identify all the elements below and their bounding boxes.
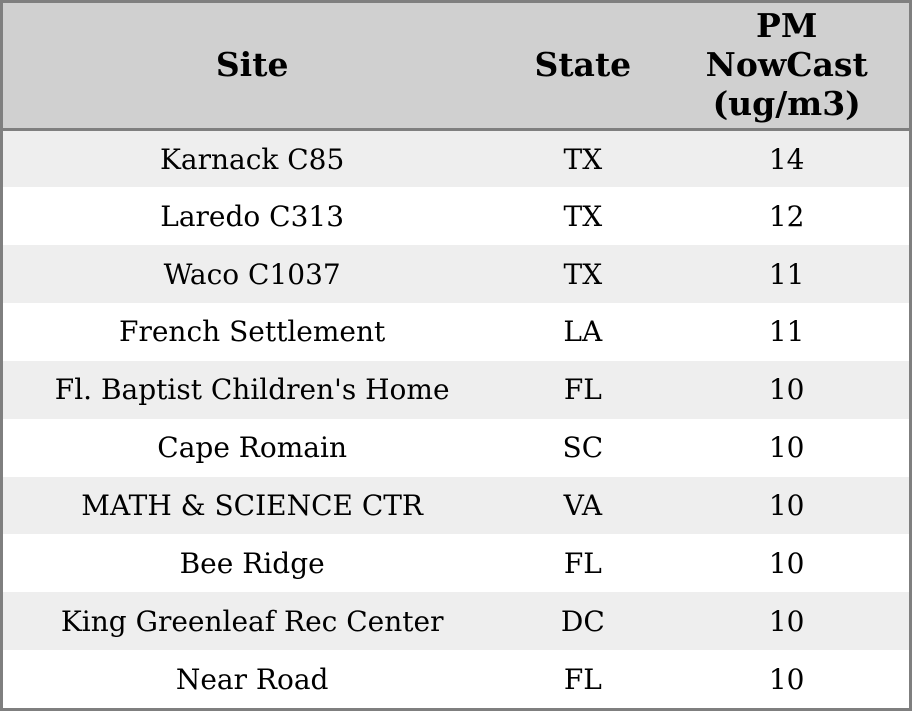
site-cell: Near Road (175, 662, 329, 696)
column-header-pm-nowcast: PM NowCast (ug/m3) (664, 3, 909, 131)
state-cell: FL (563, 373, 602, 407)
pm-cell: 10 (768, 431, 805, 465)
site-cell: Waco C1037 (163, 257, 341, 291)
pm-cell: 11 (768, 315, 805, 349)
state-cell: DC (560, 604, 605, 638)
pm-cell: 14 (768, 142, 805, 176)
table-row: Karnack C85 TX 14 (3, 129, 909, 188)
state-cell: FL (563, 662, 602, 696)
table-header: Site State PM NowCast (ug/m3) (3, 3, 909, 131)
site-cell: Fl. Baptist Children's Home (54, 373, 450, 407)
pm-cell: 12 (768, 199, 805, 233)
column-header-site: Site (3, 3, 502, 131)
state-cell: TX (563, 142, 603, 176)
table-row: Laredo C313 TX 12 (3, 187, 909, 246)
site-cell: Cape Romain (157, 431, 347, 465)
header-row: Site State PM NowCast (ug/m3) (3, 3, 909, 131)
state-cell: FL (563, 546, 602, 580)
state-cell: VA (563, 488, 603, 522)
site-cell: Bee Ridge (179, 546, 325, 580)
table-row: Near Road FL 10 (3, 650, 909, 708)
table-row: Bee Ridge FL 10 (3, 534, 909, 593)
site-cell: Karnack C85 (159, 142, 345, 176)
pm-cell: 10 (768, 604, 805, 638)
site-cell: MATH & SCIENCE CTR (81, 488, 424, 522)
pm-cell: 11 (768, 257, 805, 291)
pm-cell: 10 (768, 546, 805, 580)
state-cell: TX (563, 199, 603, 233)
site-cell: King Greenleaf Rec Center (60, 604, 444, 638)
table-row: King Greenleaf Rec Center DC 10 (3, 592, 909, 651)
pm-nowcast-table: Site State PM NowCast (ug/m3) Karnack C8… (3, 3, 909, 708)
pm-cell: 10 (768, 488, 805, 522)
table-row: Waco C1037 TX 11 (3, 245, 909, 304)
pm-cell: 10 (768, 373, 805, 407)
table-row: Cape Romain SC 10 (3, 418, 909, 477)
site-cell: French Settlement (119, 315, 386, 349)
pm-cell: 10 (768, 662, 805, 696)
state-cell: TX (563, 257, 603, 291)
table-row: MATH & SCIENCE CTR VA 10 (3, 476, 909, 535)
state-cell: LA (563, 315, 603, 349)
table-body: Karnack C85 TX 14 Laredo C313 TX 12 Waco… (3, 129, 909, 708)
site-cell: Laredo C313 (160, 199, 345, 233)
table-row: French Settlement LA 11 (3, 303, 909, 361)
state-cell: SC (562, 431, 604, 465)
column-header-state: State (501, 3, 665, 131)
table-row: Fl. Baptist Children's Home FL 10 (3, 360, 909, 419)
